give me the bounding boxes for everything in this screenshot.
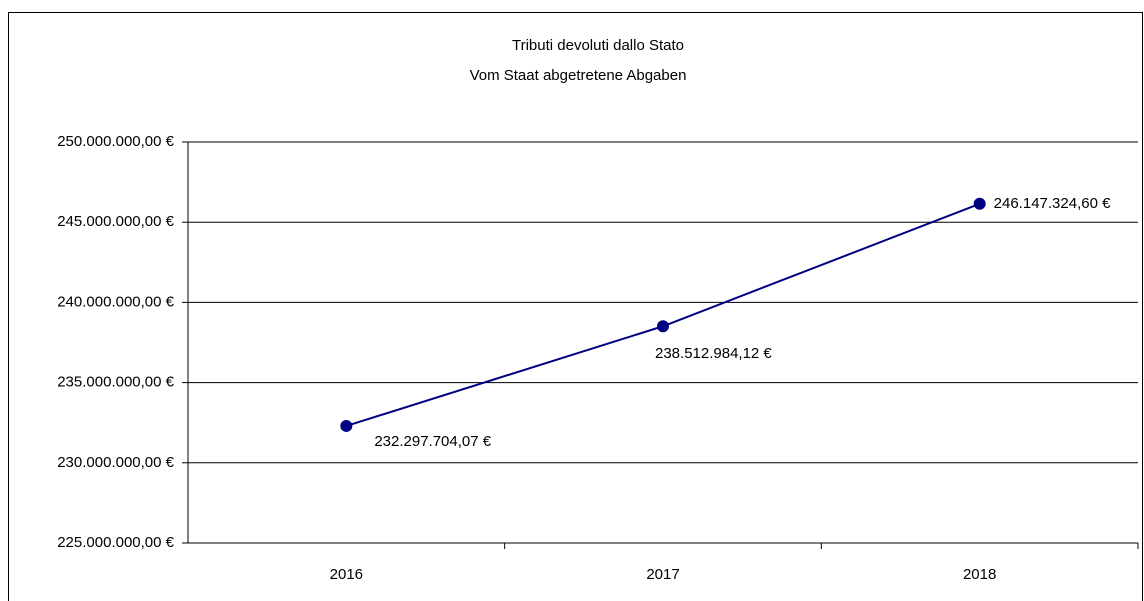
- data-label: 238.512.984,12 €: [655, 345, 772, 362]
- y-tick-label: 235.000.000,00 €: [57, 374, 174, 391]
- y-tick-label: 230.000.000,00 €: [57, 454, 174, 471]
- y-tick-label: 250.000.000,00 €: [57, 133, 174, 150]
- chart-title: Tributi devoluti dallo Stato: [512, 37, 684, 54]
- data-point: [657, 320, 669, 333]
- data-label: 232.297.704,07 €: [374, 433, 491, 450]
- y-tick-label: 245.000.000,00 €: [57, 213, 174, 230]
- line: [346, 202, 981, 427]
- data-label: 246.147.324,60 €: [994, 195, 1111, 212]
- chart-subtitle: Vom Staat abgetretene Abgaben: [470, 67, 687, 84]
- y-tick-label: 240.000.000,00 €: [57, 293, 174, 310]
- x-tick-label: 2016: [330, 566, 363, 583]
- data-point: [340, 419, 353, 432]
- data-point: [973, 197, 986, 210]
- x-tick-label: 2018: [963, 566, 996, 583]
- x-tick-label: 2017: [646, 566, 679, 583]
- chart-frame: [8, 12, 1143, 601]
- y-tick-label: 225.000.000,00 €: [57, 534, 174, 551]
